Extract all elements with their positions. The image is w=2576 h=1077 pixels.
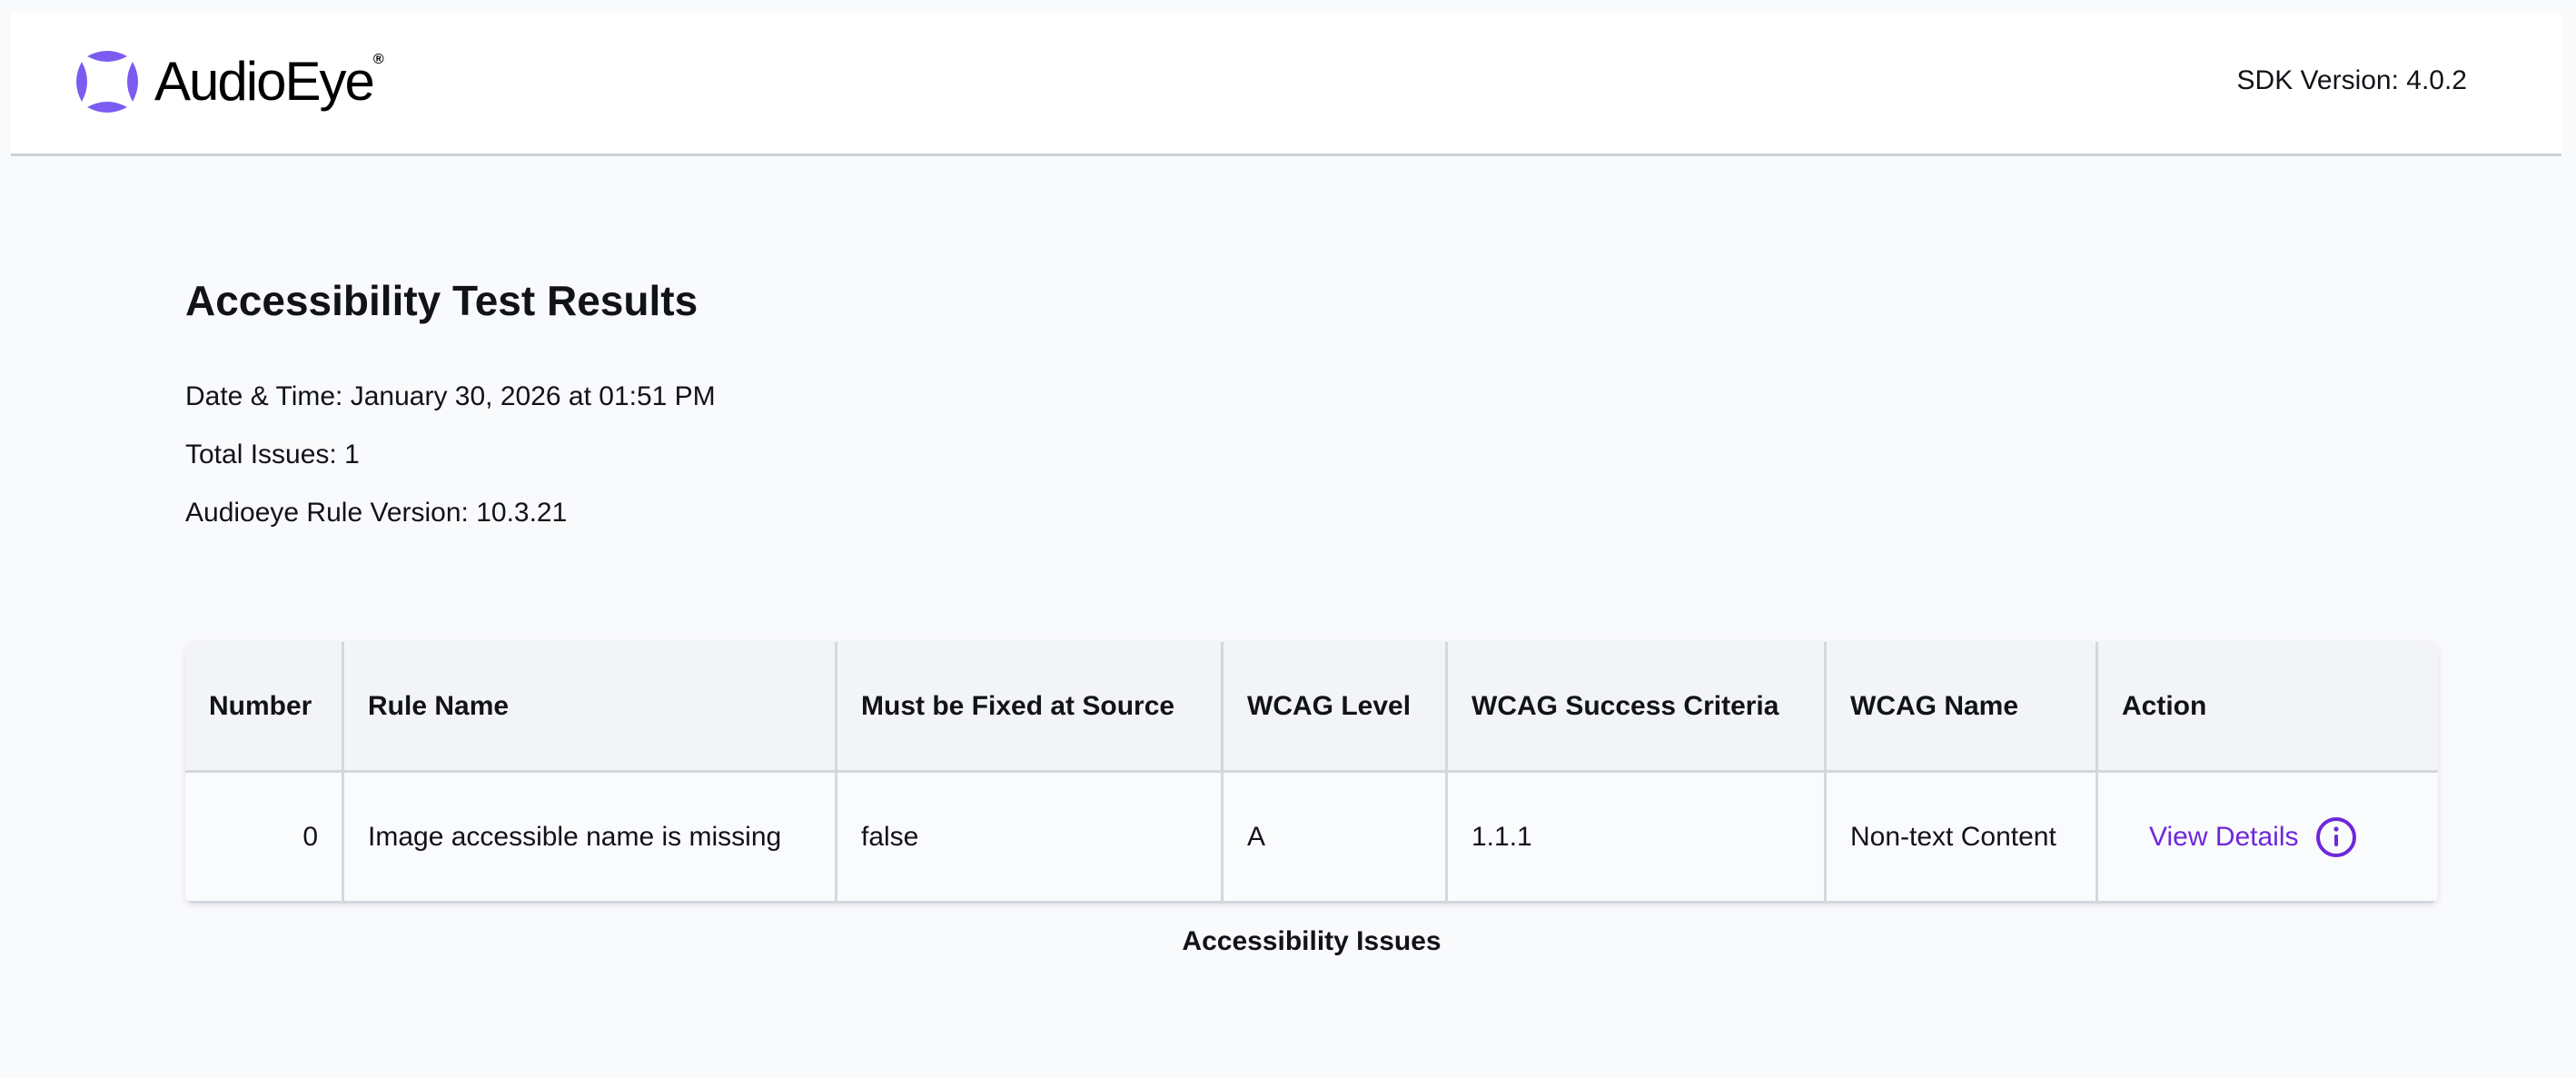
table-header-row: Number Rule Name Must be Fixed at Source…: [185, 642, 2438, 773]
cell-wcag-level: A: [1221, 771, 1447, 904]
cell-rule-name: Image accessible name is missing: [342, 771, 837, 904]
issues-table: Number Rule Name Must be Fixed at Source…: [185, 642, 2438, 904]
table-row: 0 Image accessible name is missing false…: [185, 771, 2438, 904]
column-action: Action: [2095, 642, 2438, 773]
logo-text: AudioEye®: [154, 51, 384, 112]
column-wcag-name: WCAG Name: [1824, 642, 2097, 773]
sdk-version: SDK Version: 4.0.2: [2236, 65, 2467, 95]
cell-wcag-name: Non-text Content: [1824, 771, 2097, 904]
app-header: AudioEye® SDK Version: 4.0.2: [11, 13, 2561, 156]
column-number: Number: [185, 642, 343, 773]
column-wcag-level: WCAG Level: [1221, 642, 1447, 773]
view-details-button[interactable]: View Details: [2149, 816, 2357, 858]
cell-action: View Details: [2095, 771, 2438, 904]
cell-fixed-at-source: false: [835, 771, 1223, 904]
cell-wcag-criteria: 1.1.1: [1445, 771, 1826, 904]
page-title: Accessibility Test Results: [185, 277, 698, 324]
view-details-label: View Details: [2149, 821, 2299, 852]
column-fixed-at-source: Must be Fixed at Source: [835, 642, 1223, 773]
audioeye-logo[interactable]: AudioEye®: [74, 49, 384, 114]
date-time: Date & Time: January 30, 2026 at 01:51 P…: [185, 381, 716, 411]
total-issues: Total Issues: 1: [185, 440, 360, 469]
cell-number: 0: [185, 771, 343, 904]
info-circle-icon: [2315, 816, 2356, 857]
table-caption: Accessibility Issues: [1182, 926, 1442, 956]
audioeye-logo-icon: [76, 51, 138, 113]
column-wcag-criteria: WCAG Success Criteria: [1445, 642, 1826, 773]
column-rule-name: Rule Name: [342, 642, 837, 773]
rule-version: Audioeye Rule Version: 10.3.21: [185, 498, 568, 528]
